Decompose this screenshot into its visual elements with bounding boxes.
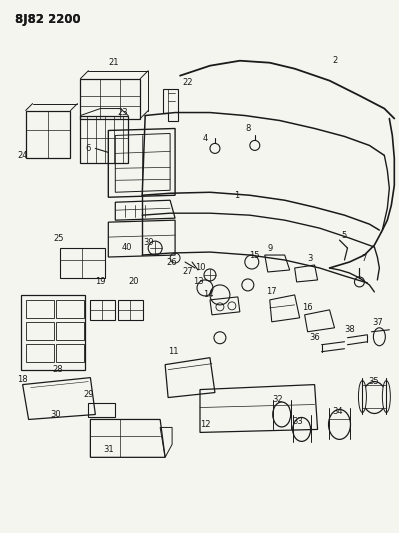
Text: 20: 20 [128, 278, 138, 286]
Text: 32: 32 [273, 395, 283, 404]
Text: 13: 13 [193, 278, 203, 286]
Text: 8J82 2200: 8J82 2200 [15, 13, 80, 26]
Text: 22: 22 [183, 78, 193, 87]
Text: 25: 25 [53, 233, 64, 243]
Text: 31: 31 [103, 445, 114, 454]
Text: 24: 24 [18, 151, 28, 160]
Text: 5: 5 [342, 231, 347, 240]
Text: 8J82 2200: 8J82 2200 [15, 13, 80, 26]
Text: 2: 2 [332, 56, 337, 65]
Ellipse shape [358, 381, 366, 413]
Bar [26, 344, 53, 362]
Text: 35: 35 [368, 377, 379, 386]
Bar [57, 344, 85, 362]
Text: 27: 27 [183, 268, 194, 277]
Bar [57, 322, 85, 340]
Text: 9: 9 [267, 244, 273, 253]
Text: 34: 34 [332, 407, 343, 416]
Text: 10: 10 [195, 263, 205, 272]
Ellipse shape [382, 381, 390, 413]
Text: 33: 33 [292, 417, 303, 426]
Bar [26, 322, 53, 340]
Text: 6: 6 [86, 144, 91, 153]
Text: 17: 17 [267, 287, 277, 296]
Text: 15: 15 [249, 251, 260, 260]
Text: 14: 14 [203, 290, 213, 300]
Text: 36: 36 [309, 333, 320, 342]
Text: 7: 7 [362, 254, 367, 263]
Text: 28: 28 [52, 365, 63, 374]
Text: 40: 40 [122, 243, 132, 252]
Text: 26: 26 [167, 257, 178, 266]
Text: 16: 16 [302, 303, 313, 312]
Text: 37: 37 [372, 318, 383, 327]
Text: 23: 23 [117, 108, 128, 117]
Text: 21: 21 [108, 58, 119, 67]
Text: 8: 8 [245, 124, 251, 133]
Bar [26, 300, 53, 318]
Text: 39: 39 [143, 238, 154, 247]
Text: 4: 4 [202, 134, 207, 143]
Text: 3: 3 [307, 254, 312, 263]
Text: 18: 18 [17, 375, 28, 384]
Text: 19: 19 [95, 278, 106, 286]
Text: 11: 11 [168, 347, 178, 356]
Bar [57, 300, 85, 318]
Text: 12: 12 [200, 420, 210, 429]
Text: 29: 29 [83, 390, 94, 399]
Text: 30: 30 [50, 410, 61, 419]
Text: 38: 38 [344, 325, 355, 334]
Text: 1: 1 [234, 191, 239, 200]
